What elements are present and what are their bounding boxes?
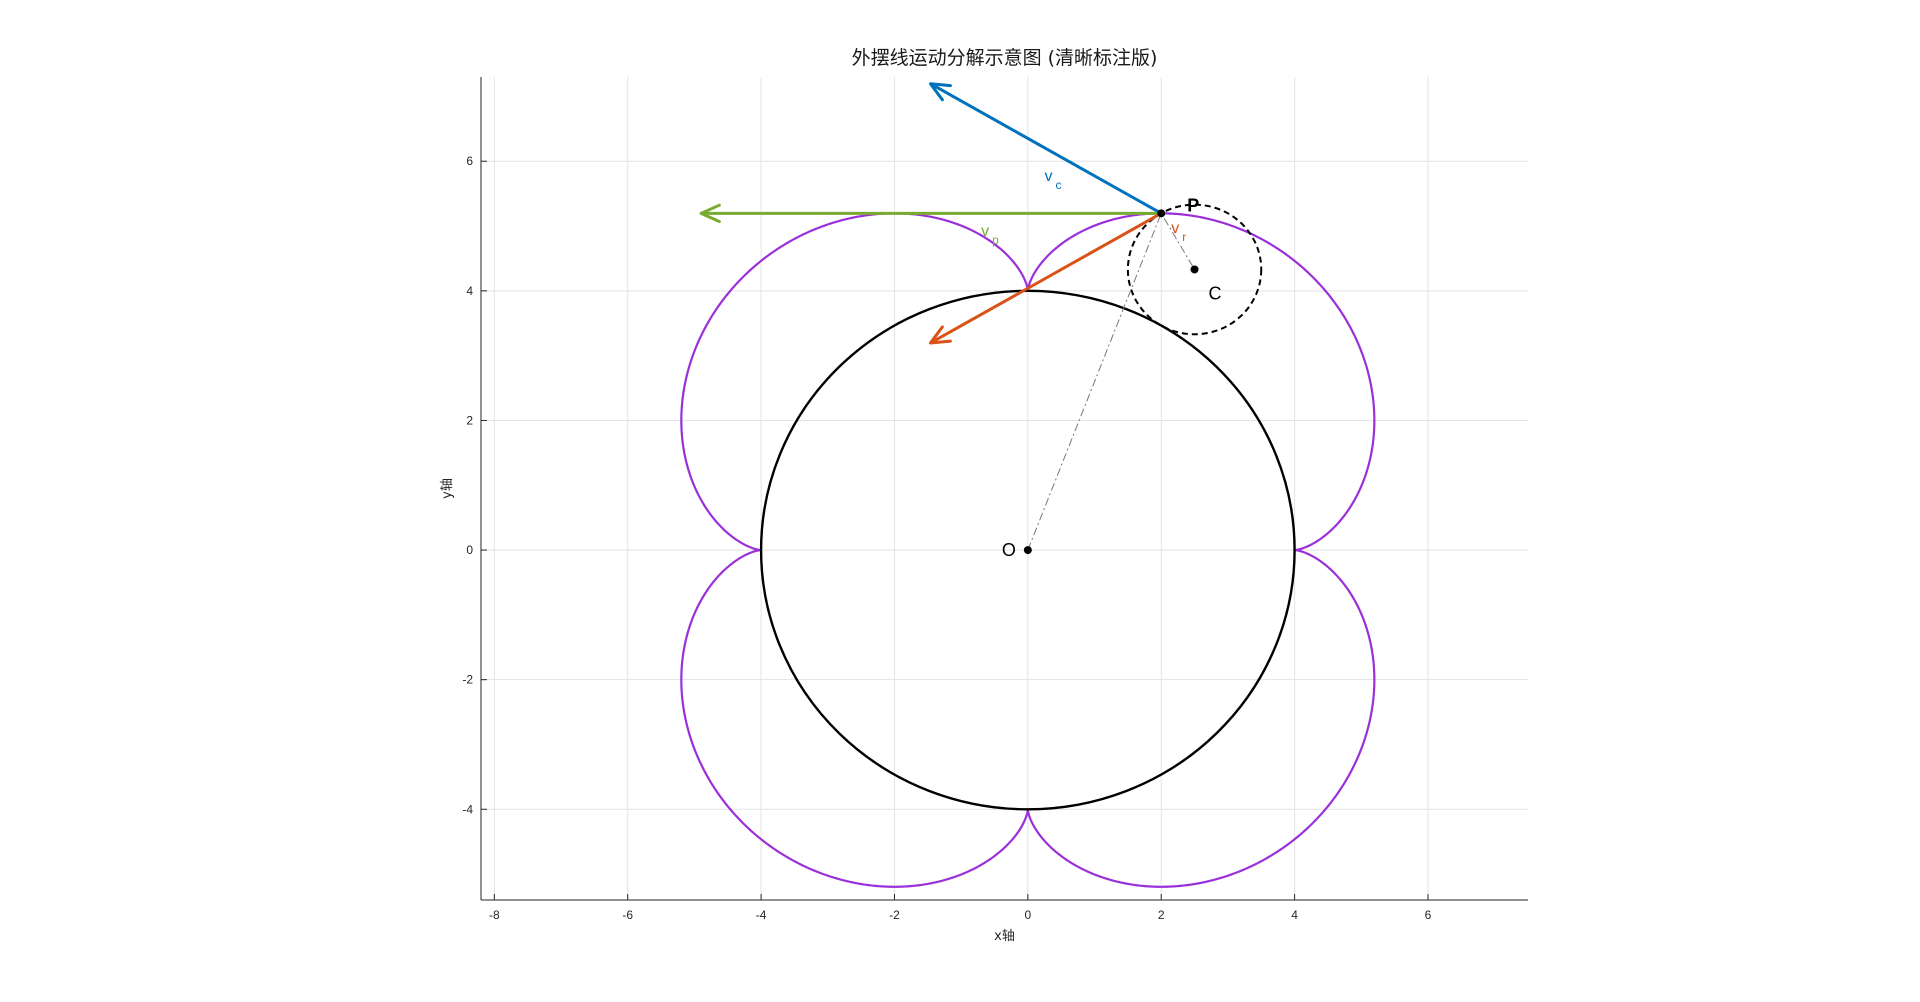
vector-c-subscript: c [1056,178,1062,192]
y-tick-label: -4 [462,802,473,816]
x-tick-label: 6 [1425,908,1432,922]
vector-r-shaft [929,212,1162,345]
y-axis-label: y轴 [440,478,455,499]
vector-r-arrowhead [928,325,952,345]
vector-r-subscript: r [1182,230,1186,244]
fixed-circle [759,289,1296,811]
vector-r-label: v [1171,220,1179,237]
rolling-circle [1126,203,1263,336]
point-o-label: O [1002,540,1016,560]
point-p-marker [1157,209,1166,218]
x-tick-label: 4 [1291,908,1298,922]
vector-c-shaft [929,82,1162,215]
y-tick-label: -2 [462,673,473,687]
y-tick-label: 6 [466,154,473,168]
x-tick-label: -8 [489,908,500,922]
vector-p-label: v [981,223,989,240]
grid [481,77,1528,900]
x-tick-label: -4 [756,908,767,922]
point-c-label: C [1209,283,1222,303]
chart-title: 外摆线运动分解示意图 (清晰标注版) [852,47,1158,69]
annotation-line [1027,212,1195,551]
x-tick-label: -2 [889,908,900,922]
x-tick-label: -6 [622,908,633,922]
x-axis-label: x轴 [994,929,1015,944]
points: O C P [1002,195,1222,560]
y-tick-label: 2 [466,413,473,427]
point-p-label: P [1187,195,1199,215]
axes: -8 -6 -4 -2 0 2 4 6 -4 -2 0 2 4 6 [462,77,1528,922]
y-tick-label: 0 [466,543,473,557]
vectors: v cv pv r [699,82,1186,345]
vector-c-label: v [1045,168,1053,185]
point-c-marker [1190,265,1199,274]
vector-p-subscript: p [992,233,999,247]
point-o-marker [1023,546,1032,555]
y-tick-label: 4 [466,284,473,298]
vector-c-arrowhead [928,82,952,102]
vector-p-arrowhead [699,203,721,224]
x-tick-label: 0 [1024,908,1031,922]
x-tick-label: 2 [1158,908,1165,922]
